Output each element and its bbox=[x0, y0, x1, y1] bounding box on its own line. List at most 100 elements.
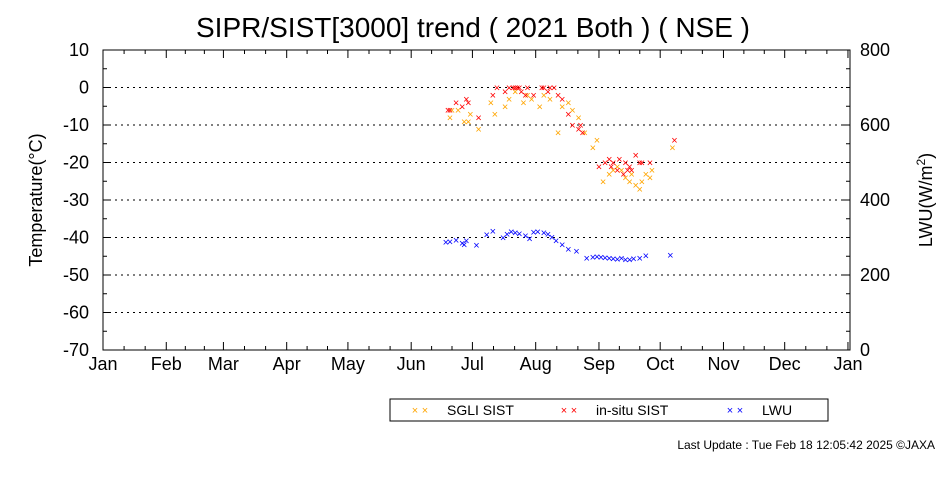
lwu-point: × bbox=[594, 252, 600, 264]
y-axis-right: 800 600 400 200 0 bbox=[842, 40, 890, 360]
in-situ-sist-point: × bbox=[494, 83, 500, 95]
in-situ-sist-point: × bbox=[639, 158, 645, 170]
lwu-point: × bbox=[522, 230, 528, 242]
legend-label-lwu: LWU bbox=[762, 402, 792, 418]
in-situ-sist-point: × bbox=[463, 94, 469, 106]
in-situ-sist-point: × bbox=[632, 150, 638, 162]
sgli-sist-point: × bbox=[569, 105, 575, 117]
x-tick-label: Feb bbox=[151, 354, 182, 374]
in-situ-sist-point: × bbox=[647, 158, 653, 170]
lwu-point: × bbox=[500, 233, 506, 245]
lwu-point: × bbox=[453, 235, 459, 247]
sgli-sist-point: × bbox=[639, 176, 645, 188]
lwu-point: × bbox=[618, 253, 624, 265]
sgli-sist-point: × bbox=[461, 116, 467, 128]
lwu-point: × bbox=[622, 255, 628, 267]
legend-label-in-situ-sist: in-situ SIST bbox=[596, 402, 669, 418]
in-situ-sist-point: × bbox=[539, 83, 545, 95]
in-situ-sist-point: × bbox=[577, 120, 583, 132]
sgli-sist-point: × bbox=[581, 128, 587, 140]
sgli-sist-point: × bbox=[626, 176, 632, 188]
in-situ-sist-point: × bbox=[608, 161, 614, 173]
y-tick-label: -50 bbox=[63, 265, 89, 285]
sgli-sist-point: × bbox=[465, 116, 471, 128]
y-axis-left: 10 0 -10 -20 -30 -40 -50 -60 -70 bbox=[63, 40, 111, 360]
y-tick-label: -20 bbox=[63, 153, 89, 173]
sgli-sist-point: × bbox=[528, 94, 534, 106]
in-situ-sist-point: × bbox=[541, 83, 547, 95]
in-situ-sist-point: × bbox=[510, 83, 516, 95]
lwu-point: × bbox=[565, 244, 571, 256]
sgli-sist-point: × bbox=[606, 169, 612, 181]
in-situ-sist-point: × bbox=[506, 83, 512, 95]
sgli-sist-point: × bbox=[643, 169, 649, 181]
lwu-point: × bbox=[553, 236, 559, 248]
sgli-sist-point: × bbox=[565, 98, 571, 110]
in-situ-sist-point: × bbox=[547, 83, 553, 95]
in-situ-sist-point: × bbox=[522, 90, 528, 102]
x-tick-label: Sep bbox=[583, 354, 615, 374]
lwu-point: × bbox=[526, 233, 532, 245]
x-tick-label: Apr bbox=[273, 354, 301, 374]
lwu-point: × bbox=[461, 240, 467, 252]
in-situ-sist-point: × bbox=[637, 158, 643, 170]
sgli-sist-point: × bbox=[506, 94, 512, 106]
y2-tick-label: 400 bbox=[860, 190, 890, 210]
lwu-point: × bbox=[508, 227, 514, 239]
x-tick-label: Jan bbox=[833, 354, 862, 374]
lwu-point: × bbox=[573, 246, 579, 258]
in-situ-sist-point: × bbox=[530, 90, 536, 102]
x-tick-label: Mar bbox=[208, 354, 239, 374]
lwu-point: × bbox=[490, 226, 496, 238]
in-situ-sist-point: × bbox=[579, 128, 585, 140]
sgli-sist-point: × bbox=[628, 169, 634, 181]
in-situ-sist-point: × bbox=[490, 90, 496, 102]
lwu-point: × bbox=[630, 254, 636, 266]
footer-text: Last Update : Tue Feb 18 12:05:42 2025 ©… bbox=[677, 438, 935, 452]
y2-tick-label: 200 bbox=[860, 265, 890, 285]
y2-tick-label: 800 bbox=[860, 40, 890, 60]
lwu-point: × bbox=[512, 227, 518, 239]
in-situ-sist-point: × bbox=[545, 86, 551, 98]
lwu-point: × bbox=[463, 236, 469, 248]
lwu-point: × bbox=[530, 227, 536, 239]
in-situ-sist-point: × bbox=[565, 109, 571, 121]
sgli-sist-point: × bbox=[669, 143, 675, 155]
y2-tick-label: 600 bbox=[860, 115, 890, 135]
legend-marker-lwu: × bbox=[727, 405, 733, 417]
lwu-point: × bbox=[535, 227, 541, 239]
x-tick-label: Jun bbox=[397, 354, 426, 374]
lwu-point: × bbox=[549, 232, 555, 244]
legend-marker-in-situ-sist: × bbox=[571, 405, 577, 417]
in-situ-sist-point: × bbox=[596, 161, 602, 173]
legend: × × SGLI SIST × × in-situ SIST × × LWU bbox=[412, 402, 792, 418]
sgli-sist-point: × bbox=[575, 113, 581, 125]
y-tick-label: -70 bbox=[63, 340, 89, 360]
in-situ-sist-point: × bbox=[465, 98, 471, 110]
lwu-point: × bbox=[545, 229, 551, 241]
in-situ-sist-point: × bbox=[447, 105, 453, 117]
legend-box bbox=[389, 398, 829, 422]
lwu-point: × bbox=[447, 236, 453, 248]
grid-lines bbox=[103, 87, 850, 313]
sgli-sist-point: × bbox=[520, 98, 526, 110]
lwu-point: × bbox=[614, 254, 620, 266]
lwu-point: × bbox=[459, 238, 465, 250]
lwu-point: × bbox=[643, 251, 649, 263]
in-situ-sist-point: × bbox=[671, 135, 677, 147]
lwu-point: × bbox=[637, 253, 643, 265]
in-situ-sist-point: × bbox=[516, 83, 522, 95]
sgli-sist-point: × bbox=[467, 109, 473, 121]
in-situ-sist-point: × bbox=[575, 124, 581, 136]
in-situ-sist-point: × bbox=[616, 154, 622, 166]
in-situ-sist-point: × bbox=[555, 90, 561, 102]
in-situ-sist-point: × bbox=[514, 83, 520, 95]
in-situ-sist-point: × bbox=[475, 113, 481, 125]
sgli-sist-point: × bbox=[447, 113, 453, 125]
in-situ-sist-point: × bbox=[626, 161, 632, 173]
y-tick-label: -40 bbox=[63, 228, 89, 248]
sgli-sist-point: × bbox=[618, 165, 624, 177]
in-situ-sist-point: × bbox=[614, 165, 620, 177]
sgli-sist-point: × bbox=[547, 94, 553, 106]
